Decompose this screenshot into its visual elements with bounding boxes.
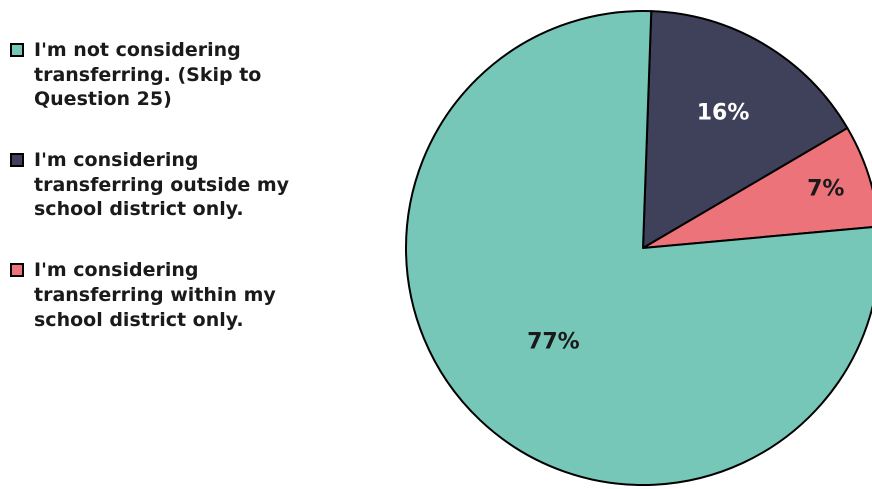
legend-swatch-within-district xyxy=(10,263,24,278)
legend-swatch-outside-district xyxy=(10,153,24,168)
slice-label-outside-district: 16% xyxy=(697,101,750,126)
slice-within-district xyxy=(642,127,872,249)
legend-item-not-considering: I'm not considering transferring. (Skip … xyxy=(8,38,328,112)
slice-outside-district xyxy=(642,10,849,249)
legend-label-outside-district: I'm considering transferring outside my … xyxy=(34,149,290,221)
slice-not-considering xyxy=(405,10,872,486)
legend-item-within-district: I'm considering transferring within my s… xyxy=(8,258,328,332)
legend: I'm not considering transferring. (Skip … xyxy=(8,38,328,368)
legend-swatch-not-considering xyxy=(10,43,24,57)
legend-label-within-district: I'm considering transferring within my s… xyxy=(34,259,276,331)
slice-label-not-considering: 77% xyxy=(527,330,580,355)
legend-item-outside-district: I'm considering transferring outside my … xyxy=(8,148,328,222)
legend-label-not-considering: I'm not considering transferring. (Skip … xyxy=(34,39,262,111)
slice-label-within-district: 7% xyxy=(807,176,844,201)
